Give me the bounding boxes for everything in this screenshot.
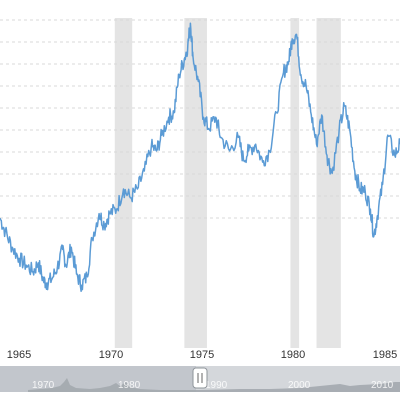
x-tick-label-1975: 1975 <box>190 349 214 361</box>
navigator-label-2000: 2000 <box>288 380 311 391</box>
navigator-label-1980: 1980 <box>118 380 141 391</box>
navigator-label-2010: 2010 <box>371 380 394 391</box>
series-line-1 <box>0 22 400 293</box>
series-group <box>0 22 400 293</box>
navigator-selected-range[interactable] <box>0 366 196 392</box>
x-tick-label-1970: 1970 <box>99 349 123 361</box>
handle-body[interactable] <box>192 367 208 389</box>
x-tick-label-1965: 1965 <box>7 349 31 361</box>
recession-band-1 <box>114 18 133 348</box>
x-tick-label-1985: 1985 <box>373 349 397 361</box>
recession-band-3 <box>290 18 300 348</box>
x-axis: 1965 1970 1975 1980 1985 <box>7 349 397 361</box>
recession-band-4 <box>316 18 341 348</box>
x-tick-label-1980: 1980 <box>281 349 305 361</box>
navigator-minichart <box>28 378 400 392</box>
recession-bands <box>114 18 341 348</box>
range-navigator[interactable]: 1970 1980 1990 2000 2010 <box>0 366 400 392</box>
navigator-label-1990: 1990 <box>205 380 228 391</box>
pause-grip-icon <box>197 373 203 383</box>
navigator-label-1970: 1970 <box>32 380 55 391</box>
navigator-handle[interactable] <box>192 367 208 389</box>
